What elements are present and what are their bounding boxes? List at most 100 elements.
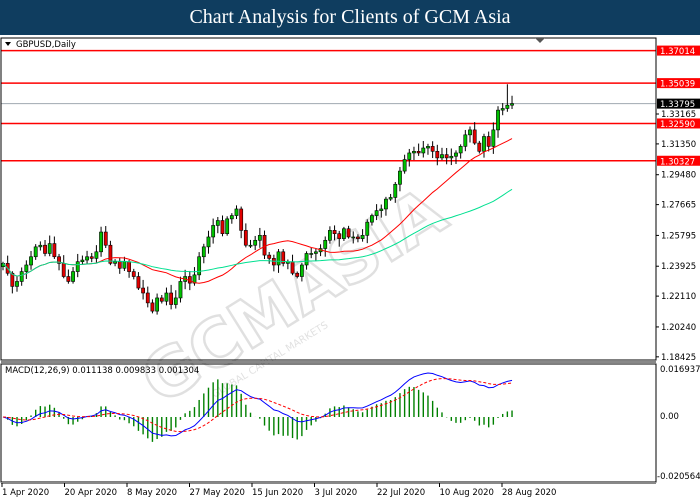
candle[interactable] bbox=[103, 226, 108, 249]
candle[interactable] bbox=[257, 227, 262, 248]
candle[interactable] bbox=[33, 244, 38, 260]
candle[interactable] bbox=[477, 140, 482, 154]
candle[interactable] bbox=[337, 230, 342, 247]
candle[interactable] bbox=[38, 241, 43, 251]
candle[interactable] bbox=[309, 247, 314, 259]
candle[interactable] bbox=[113, 259, 117, 267]
candle[interactable] bbox=[393, 181, 398, 203]
candle[interactable] bbox=[496, 106, 500, 138]
candle[interactable] bbox=[169, 284, 174, 310]
candle[interactable] bbox=[360, 229, 365, 242]
candle[interactable] bbox=[267, 251, 272, 264]
candle[interactable] bbox=[10, 271, 15, 294]
candle[interactable] bbox=[164, 287, 169, 306]
candle[interactable] bbox=[131, 268, 136, 280]
price-pane[interactable] bbox=[1, 49, 656, 315]
candle[interactable] bbox=[500, 103, 505, 116]
candle[interactable] bbox=[398, 166, 402, 192]
candle[interactable] bbox=[313, 248, 318, 262]
candle[interactable] bbox=[299, 262, 304, 282]
candle[interactable] bbox=[458, 144, 463, 159]
candle[interactable] bbox=[234, 205, 239, 219]
candle[interactable] bbox=[482, 133, 486, 158]
candle[interactable] bbox=[215, 216, 220, 234]
candle[interactable] bbox=[71, 267, 75, 284]
candle[interactable] bbox=[89, 252, 94, 263]
candle[interactable] bbox=[430, 141, 435, 159]
candle[interactable] bbox=[52, 236, 57, 259]
candle[interactable] bbox=[211, 218, 216, 244]
candle[interactable] bbox=[75, 253, 80, 278]
candle[interactable] bbox=[454, 150, 458, 165]
candle[interactable] bbox=[173, 290, 178, 309]
symbol-dropdown-icon[interactable] bbox=[5, 42, 11, 46]
candle[interactable] bbox=[117, 257, 122, 274]
candle[interactable] bbox=[468, 126, 472, 143]
candle[interactable] bbox=[201, 243, 206, 264]
candle[interactable] bbox=[440, 147, 444, 161]
candle[interactable] bbox=[94, 245, 99, 263]
candle[interactable] bbox=[332, 225, 337, 241]
candle[interactable] bbox=[159, 294, 164, 304]
candle[interactable] bbox=[99, 226, 103, 257]
candle[interactable] bbox=[19, 267, 24, 286]
candle[interactable] bbox=[304, 251, 309, 270]
candle[interactable] bbox=[327, 226, 332, 244]
candle[interactable] bbox=[178, 276, 183, 303]
candle[interactable] bbox=[435, 144, 440, 166]
candle[interactable] bbox=[136, 272, 141, 290]
candle[interactable] bbox=[379, 204, 384, 218]
candle[interactable] bbox=[342, 226, 346, 241]
candle[interactable] bbox=[505, 84, 510, 112]
candle[interactable] bbox=[295, 271, 300, 279]
candle[interactable] bbox=[206, 230, 211, 254]
candle[interactable] bbox=[47, 235, 52, 257]
candle[interactable] bbox=[384, 196, 388, 216]
candle[interactable] bbox=[248, 239, 253, 248]
candle[interactable] bbox=[66, 269, 71, 284]
candle[interactable] bbox=[243, 223, 248, 248]
candle[interactable] bbox=[402, 154, 407, 174]
candle[interactable] bbox=[155, 293, 160, 315]
candle[interactable] bbox=[421, 140, 426, 158]
candle[interactable] bbox=[225, 216, 230, 236]
candle[interactable] bbox=[29, 250, 33, 270]
candle[interactable] bbox=[127, 260, 131, 278]
candle[interactable] bbox=[407, 148, 412, 167]
candle[interactable] bbox=[365, 219, 370, 244]
candle[interactable] bbox=[416, 143, 421, 156]
candle[interactable] bbox=[85, 250, 89, 265]
candle[interactable] bbox=[412, 146, 416, 161]
candle[interactable] bbox=[229, 213, 234, 224]
candle[interactable] bbox=[472, 122, 477, 145]
candle[interactable] bbox=[262, 230, 267, 260]
candle[interactable] bbox=[463, 129, 468, 152]
candle[interactable] bbox=[80, 255, 85, 265]
candle[interactable] bbox=[486, 131, 491, 152]
candle[interactable] bbox=[220, 215, 225, 237]
candle[interactable] bbox=[145, 286, 150, 308]
candle[interactable] bbox=[351, 231, 356, 244]
candle[interactable] bbox=[1, 261, 5, 271]
candle[interactable] bbox=[253, 235, 258, 251]
candle[interactable] bbox=[197, 252, 202, 281]
candle[interactable] bbox=[323, 236, 328, 257]
candle[interactable] bbox=[346, 225, 351, 239]
candle[interactable] bbox=[449, 148, 454, 166]
candle[interactable] bbox=[239, 206, 244, 239]
candle[interactable] bbox=[61, 255, 66, 279]
candle[interactable] bbox=[491, 122, 496, 154]
candle[interactable] bbox=[122, 256, 127, 271]
candle[interactable] bbox=[141, 279, 146, 300]
candle[interactable] bbox=[43, 240, 47, 257]
candle[interactable] bbox=[444, 148, 449, 165]
candle[interactable] bbox=[150, 299, 155, 314]
candle[interactable] bbox=[374, 204, 379, 221]
candle[interactable] bbox=[388, 193, 393, 201]
candle[interactable] bbox=[510, 95, 514, 110]
candle[interactable] bbox=[5, 255, 10, 276]
candle[interactable] bbox=[426, 143, 430, 155]
candle[interactable] bbox=[370, 213, 374, 226]
macd-pane[interactable] bbox=[2, 372, 513, 442]
